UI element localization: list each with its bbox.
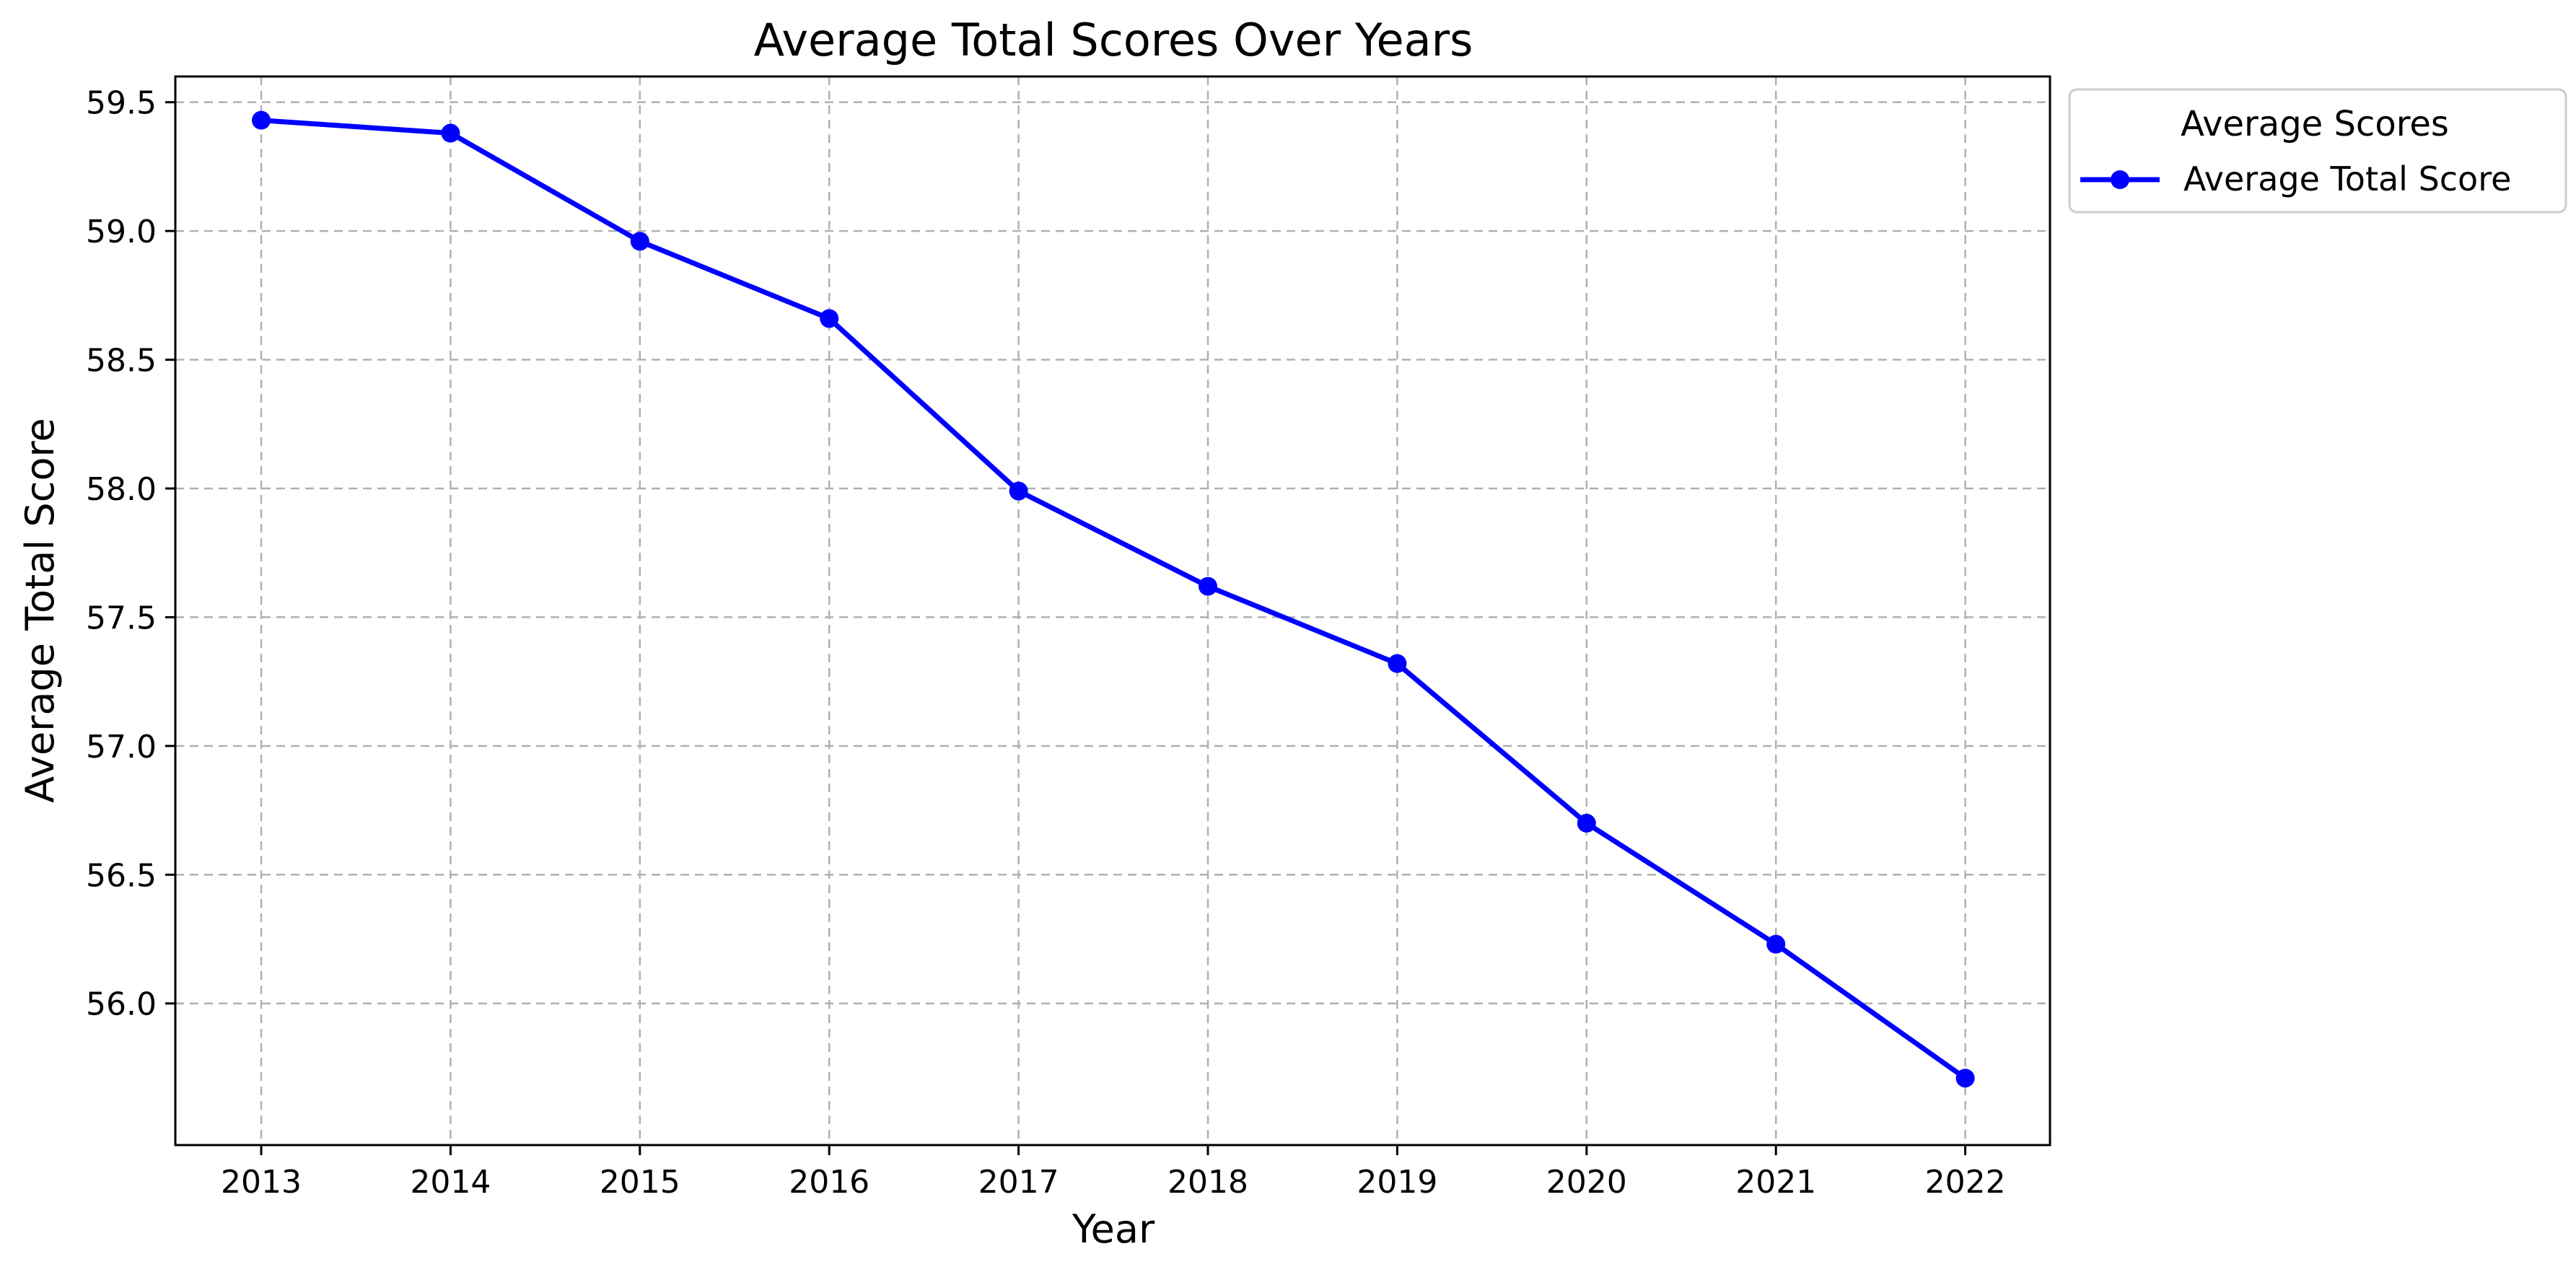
data-point bbox=[1955, 1069, 1975, 1088]
data-point bbox=[252, 110, 271, 130]
legend-box bbox=[2068, 88, 2567, 214]
x-tick-label: 2020 bbox=[1546, 1164, 1627, 1201]
legend: Average Scores Average Total Score bbox=[2068, 88, 2567, 214]
y-axis-label: Average Total Score bbox=[17, 418, 63, 802]
legend-entry-label: Average Total Score bbox=[2183, 159, 2511, 198]
y-tick-label: 56.0 bbox=[86, 986, 157, 1023]
data-point bbox=[1577, 813, 1596, 833]
y-tick-label: 57.5 bbox=[86, 600, 157, 636]
data-point bbox=[630, 232, 649, 251]
y-tick-label: 57.0 bbox=[86, 729, 157, 766]
y-tick-label: 58.5 bbox=[86, 343, 157, 380]
data-point bbox=[820, 309, 839, 328]
legend-title: Average Scores bbox=[2181, 104, 2449, 144]
x-tick-label: 2021 bbox=[1735, 1164, 1816, 1201]
legend-marker-swatch bbox=[2111, 170, 2129, 189]
x-tick-label: 2022 bbox=[1925, 1164, 2006, 1201]
y-tick-label: 58.0 bbox=[86, 471, 157, 508]
y-tick-label: 59.0 bbox=[86, 214, 157, 250]
x-tick-label: 2014 bbox=[410, 1164, 491, 1201]
series-layer bbox=[252, 110, 1975, 1088]
x-axis-label: Year bbox=[1072, 1206, 1155, 1252]
data-point bbox=[441, 123, 460, 143]
x-tick-label: 2018 bbox=[1167, 1164, 1248, 1201]
plot-frame bbox=[174, 75, 2051, 1147]
chart-title: Average Total Scores Over Years bbox=[754, 14, 1473, 66]
x-tick-label: 2017 bbox=[978, 1164, 1059, 1201]
series-line bbox=[258, 118, 1968, 1081]
y-tick-label: 56.5 bbox=[86, 857, 157, 894]
grid-layer bbox=[175, 76, 2050, 1145]
tick-layer: 2013 2014 2015 2016 2017 2018 2019 2020 2021 2022… bbox=[86, 85, 2006, 1201]
x-tick-label: 2015 bbox=[600, 1164, 680, 1201]
x-tick-label: 2016 bbox=[789, 1164, 869, 1201]
data-point bbox=[1766, 934, 1786, 954]
data-point bbox=[1388, 654, 1407, 673]
x-tick-label: 2019 bbox=[1357, 1164, 1437, 1201]
x-tick-label: 2013 bbox=[221, 1164, 302, 1201]
data-point bbox=[1009, 481, 1028, 501]
data-point bbox=[1199, 577, 1217, 596]
y-tick-label: 59.5 bbox=[86, 85, 157, 122]
